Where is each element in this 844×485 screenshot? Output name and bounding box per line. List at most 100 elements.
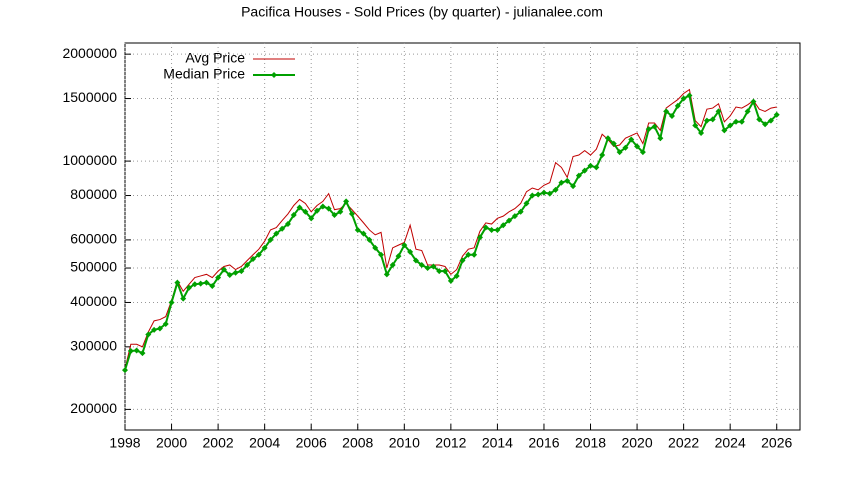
series-line [124,88,777,370]
point [610,140,617,147]
point [727,122,734,129]
point [686,92,693,99]
point [645,126,652,133]
point [668,112,675,119]
x-tick-label: 2012 [435,435,466,451]
x-tick-label: 2024 [715,435,746,451]
point [354,226,361,233]
point [366,236,373,243]
point [290,212,297,219]
point [476,234,483,241]
point [360,230,367,237]
point [680,95,687,102]
point [546,190,553,197]
point [383,271,390,278]
point [634,143,641,150]
point [593,164,600,171]
y-tick-label: 800000 [70,186,117,202]
point [209,283,216,290]
point [616,149,623,156]
x-tick-label: 1998 [109,435,140,451]
x-tick-label: 2018 [575,435,606,451]
point [180,295,187,302]
point [529,192,536,199]
point [692,122,699,129]
point [471,251,478,258]
point [709,116,716,123]
point [151,326,158,333]
point [284,221,291,228]
point [657,135,664,142]
point [651,123,658,130]
point [412,257,419,264]
point [279,225,286,232]
point [220,266,227,273]
point [459,257,466,264]
point [191,281,198,288]
point [261,244,268,251]
point [418,261,425,268]
point [494,226,501,233]
point [156,325,163,332]
point [767,117,774,124]
x-tick-label: 2002 [203,435,234,451]
point [581,167,588,174]
y-tick-label: 1500000 [62,89,117,105]
point [453,272,460,279]
point [133,347,140,354]
point [698,129,705,136]
point [517,208,524,215]
point [232,269,239,276]
point [372,244,379,251]
legend-label: Avg Price [185,50,245,66]
point [122,367,128,374]
point [250,256,257,263]
x-tick-label: 2010 [389,435,420,451]
point [447,277,454,284]
legend-label: Median Price [163,66,245,82]
point [750,98,757,105]
point [255,251,262,258]
point [343,198,350,205]
point [273,230,280,237]
point [174,279,181,286]
legend-marker [271,72,277,78]
point [215,274,222,281]
x-tick-label: 2008 [342,435,373,451]
point [715,108,722,115]
point [436,268,443,275]
point [587,162,594,169]
point [145,331,152,338]
x-tick-label: 2020 [621,435,652,451]
point [744,108,751,115]
point [197,280,204,287]
point [244,261,251,268]
point [442,268,449,275]
point [186,284,193,291]
point [564,177,571,184]
point [575,172,582,179]
point [407,248,414,255]
point [639,149,646,156]
point [267,236,274,243]
point [488,226,495,233]
series-line [124,93,778,371]
point [319,203,326,210]
point [337,208,344,215]
point [622,144,629,151]
x-tick-label: 2014 [482,435,513,451]
point [296,204,303,211]
point [348,210,355,217]
point [599,152,606,159]
point [558,179,565,186]
x-tick-label: 2026 [761,435,792,451]
point [604,135,611,142]
point [238,268,245,275]
point [139,350,146,357]
point [500,222,507,229]
point [424,265,431,272]
y-tick-label: 600000 [70,231,117,247]
point [732,118,739,125]
point [226,271,233,278]
y-tick-label: 1000000 [62,152,117,168]
